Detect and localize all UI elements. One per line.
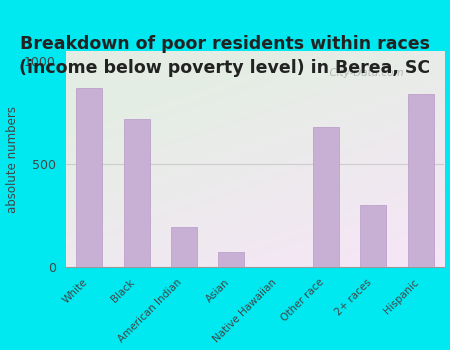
Bar — [76, 88, 103, 267]
Text: Breakdown of poor residents within races
(income below poverty level) in Berea, : Breakdown of poor residents within races… — [19, 35, 431, 77]
Bar — [124, 119, 150, 267]
Y-axis label: absolute numbers: absolute numbers — [5, 106, 18, 213]
Bar — [171, 227, 197, 267]
Bar — [218, 252, 244, 267]
Text: City-Data.com: City-Data.com — [323, 68, 404, 78]
Bar — [408, 94, 434, 267]
Bar — [360, 204, 387, 267]
Bar — [313, 127, 339, 267]
